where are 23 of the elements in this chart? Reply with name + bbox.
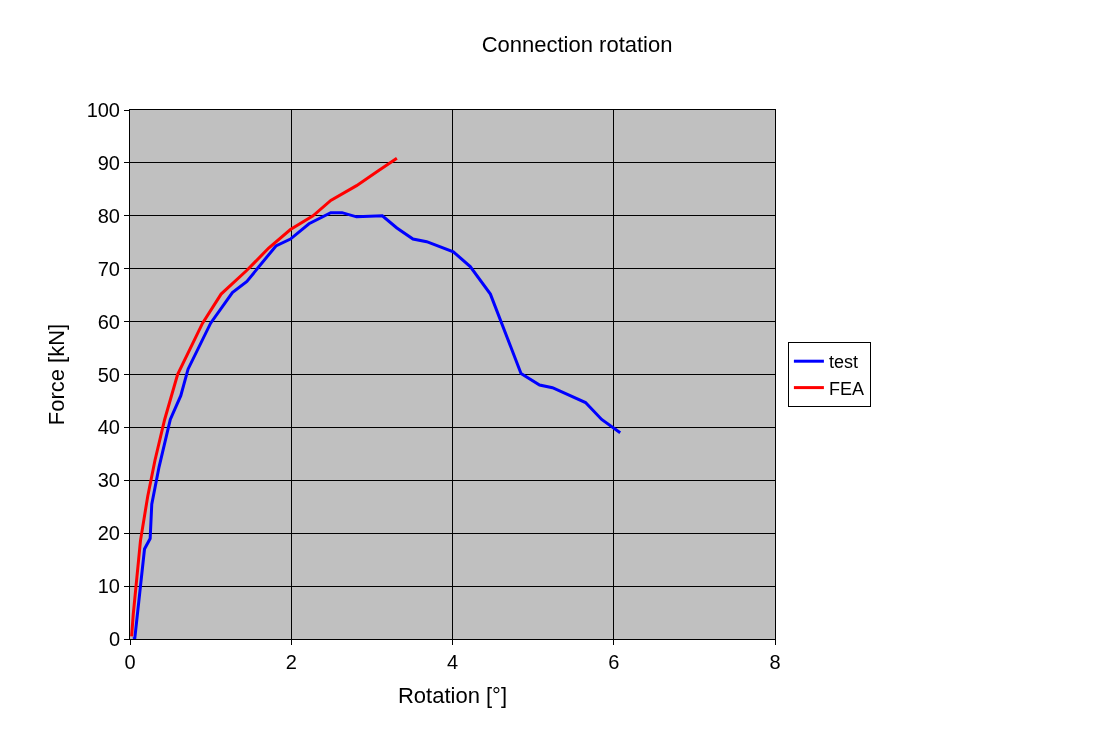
x-tick-label: 4 xyxy=(446,651,459,673)
y-tick-label: 0 xyxy=(108,628,120,650)
chart-title: Connection rotation xyxy=(481,31,673,57)
y-tick-label: 40 xyxy=(97,416,120,439)
y-tick-label: 10 xyxy=(97,575,120,598)
x-tick-label: 2 xyxy=(285,651,297,673)
x-tick-label: 8 xyxy=(769,651,781,673)
y-tick-label: 60 xyxy=(97,310,120,333)
x-tick-label: 6 xyxy=(608,651,620,673)
y-tick-label: 100 xyxy=(86,99,120,121)
y-tick-label: 80 xyxy=(97,204,120,227)
y-axis-title: Force [kN] xyxy=(44,323,70,426)
line-series xyxy=(131,211,622,639)
y-tick-label: 30 xyxy=(97,469,120,492)
y-tick-label: 20 xyxy=(97,522,120,545)
x-axis-title: Rotation [°] xyxy=(397,682,508,708)
x-tick-label: 0 xyxy=(124,651,136,673)
legend-label: FEA xyxy=(828,378,864,399)
legend-label: test xyxy=(828,352,858,373)
y-tick-label: 50 xyxy=(97,363,120,386)
y-tick-label: 70 xyxy=(97,257,120,280)
y-tick-label: 90 xyxy=(97,151,120,174)
line-series xyxy=(130,156,399,638)
